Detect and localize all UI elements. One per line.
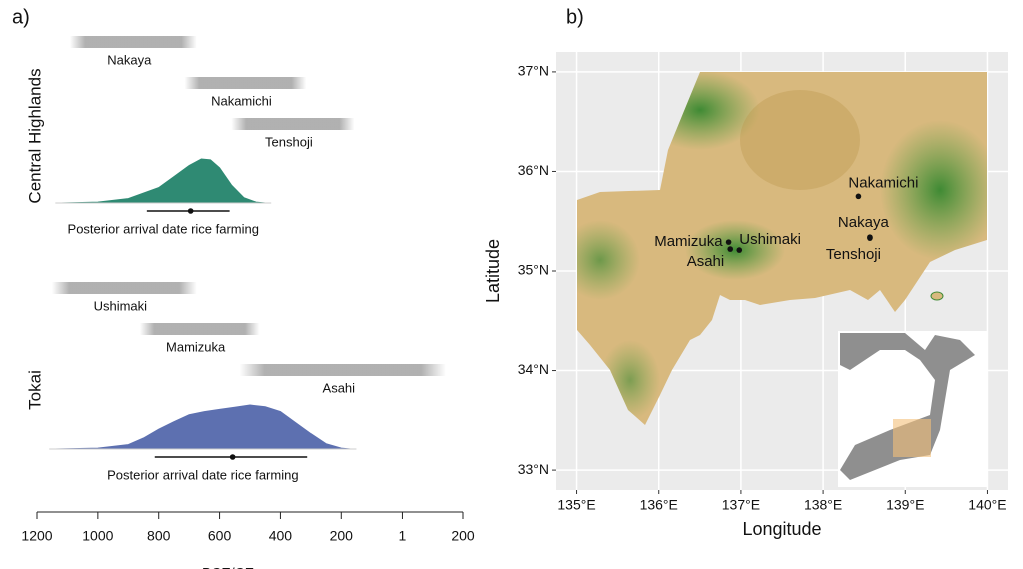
date-range <box>51 282 197 294</box>
site-point <box>855 193 862 200</box>
x-tick-label: 400 <box>269 528 293 544</box>
group-label: Tokai <box>25 370 44 410</box>
date-range <box>69 36 197 48</box>
density-label: Posterior arrival date rice farming <box>107 467 298 482</box>
density <box>61 158 266 204</box>
y-tick-label: 36°N <box>518 162 549 178</box>
site-point <box>736 247 743 253</box>
panel-label: a) <box>12 6 30 28</box>
site-point <box>725 239 732 245</box>
posterior-point <box>187 208 194 214</box>
x-tick-label: 137°E <box>722 497 760 513</box>
date-range <box>184 77 307 89</box>
x-tick-label: 1000 <box>82 528 113 544</box>
x-tick-label: 1 <box>399 528 407 544</box>
date-range <box>139 323 260 335</box>
site-label: Ushimaki <box>739 231 801 248</box>
x-tick-label: 200 <box>330 528 354 544</box>
site-label: Mamizuka <box>654 233 723 250</box>
panel-label: b) <box>566 6 584 28</box>
map-marks: 135°E 136°E 137°E 138°E 139°E 140°E 33°N 34°N 35… <box>483 63 1007 539</box>
x-axis-title: BCE/CE <box>202 565 254 569</box>
site-label: Nakamichi <box>211 93 272 108</box>
site-label: Tenshoji <box>826 246 881 263</box>
x-tick-label: 800 <box>147 528 171 544</box>
island <box>930 291 944 301</box>
y-tick-label: 35°N <box>518 262 549 278</box>
site-label: Asahi <box>687 253 725 270</box>
site-label: Ushimaki <box>94 298 148 313</box>
panel-a: 120010008006004002001200BCE/CECentral Hi… <box>21 36 475 569</box>
x-tick-label: 600 <box>208 528 232 544</box>
x-tick-label: 140°E <box>968 497 1006 513</box>
density <box>55 404 351 450</box>
x-tick-label: 135°E <box>557 497 595 513</box>
site-point <box>727 246 734 252</box>
inset <box>838 331 987 487</box>
x-tick-label: 1200 <box>21 528 52 544</box>
y-axis-title: Latitude <box>483 239 503 303</box>
date-range <box>239 364 446 376</box>
site-label: Tenshoji <box>265 134 313 149</box>
group-label: Central Highlands <box>25 68 44 203</box>
site-label: Asahi <box>323 380 356 395</box>
posterior-point <box>229 454 236 460</box>
x-tick-label: 200 <box>451 528 475 544</box>
site-label: Nakaya <box>838 214 890 231</box>
site-label: Mamizuka <box>166 339 226 354</box>
y-tick-label: 34°N <box>518 361 549 377</box>
x-tick-label: 138°E <box>804 497 842 513</box>
y-tick-label: 37°N <box>518 63 549 79</box>
site-label: Nakamichi <box>848 174 918 191</box>
x-tick-label: 136°E <box>640 497 678 513</box>
site-point <box>867 235 873 241</box>
x-axis-title: Longitude <box>742 519 821 539</box>
density-label: Posterior arrival date rice farming <box>68 221 259 236</box>
y-tick-label: 33°N <box>518 461 549 477</box>
x-tick-label: 139°E <box>886 497 924 513</box>
date-range <box>231 118 355 130</box>
site-label: Nakaya <box>107 52 152 67</box>
